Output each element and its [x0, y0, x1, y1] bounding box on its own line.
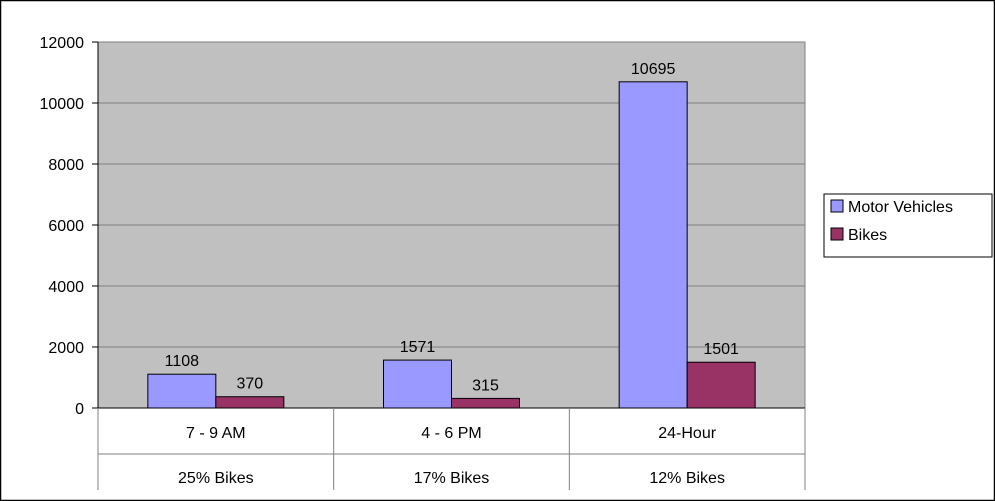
bar-motor-vehicles	[618, 81, 688, 409]
y-tick-label: 12000	[40, 35, 85, 52]
data-label: 370	[236, 376, 263, 393]
y-tick-label: 8000	[48, 157, 84, 174]
data-labels: 1108 370 1571 315 10695 1501	[165, 61, 739, 395]
y-tick-label: 2000	[48, 340, 84, 357]
data-label: 1571	[400, 339, 436, 356]
data-label: 10695	[631, 61, 676, 78]
category-table: 7 - 9 AM 25% Bikes 4 - 6 PM 17% Bikes 24-Hou…	[97, 408, 806, 490]
bar-bikes	[451, 397, 520, 409]
x-tick-label: 24-Hour	[658, 425, 716, 442]
y-tick-label: 0	[75, 401, 84, 418]
x-tick-label: 7 - 9 AM	[186, 425, 246, 442]
legend-label: Motor Vehicles	[848, 199, 953, 216]
x-tick-sublabel: 25% Bikes	[178, 470, 254, 487]
bar-bikes	[215, 396, 285, 409]
legend: Motor Vehicles Bikes	[823, 193, 993, 258]
data-label: 1501	[703, 341, 739, 358]
bars	[147, 81, 756, 409]
x-tick-label: 4 - 6 PM	[421, 425, 481, 442]
x-tick-sublabel: 12% Bikes	[649, 470, 725, 487]
data-label: 315	[472, 377, 499, 394]
legend-label: Bikes	[848, 227, 887, 244]
y-tick-label: 6000	[48, 218, 84, 235]
data-label: 1108	[165, 353, 200, 370]
x-tick-sublabel: 17% Bikes	[414, 470, 490, 487]
y-tick-label: 10000	[40, 96, 85, 113]
legend-swatch	[830, 227, 844, 241]
legend-box	[823, 193, 993, 258]
bar-motor-vehicles	[383, 359, 452, 409]
bar-motor-vehicles	[147, 373, 217, 409]
legend-swatch	[830, 199, 844, 213]
y-axis-ticks: 0 2000 4000 6000 8000 10000 12000	[40, 35, 99, 418]
y-tick-label: 4000	[48, 279, 84, 296]
bar-bikes	[686, 361, 756, 409]
